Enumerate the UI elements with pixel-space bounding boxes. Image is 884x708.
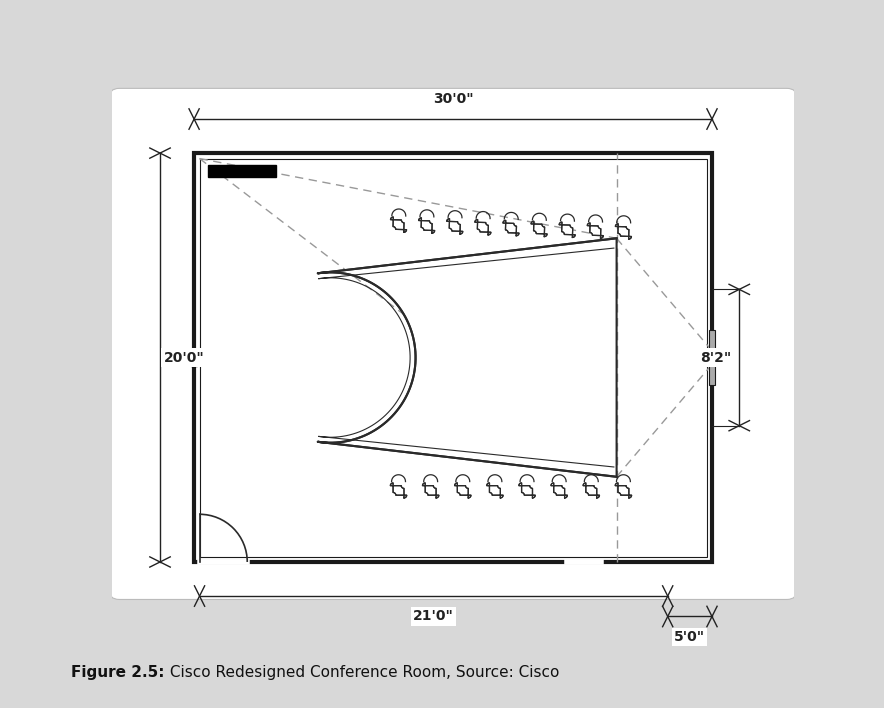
Text: 20'0": 20'0"	[164, 350, 204, 365]
Bar	[709, 330, 715, 385]
Bar	[208, 165, 276, 177]
Polygon shape	[391, 217, 407, 232]
Polygon shape	[615, 224, 631, 239]
Bar	[191, 349, 197, 366]
Bar	[194, 153, 712, 562]
Polygon shape	[317, 239, 617, 476]
Polygon shape	[487, 483, 503, 498]
FancyBboxPatch shape	[109, 88, 797, 600]
Text: 5'0": 5'0"	[674, 630, 705, 644]
Polygon shape	[560, 222, 575, 237]
Text: 21'0": 21'0"	[413, 610, 454, 624]
Polygon shape	[419, 218, 435, 233]
Bar	[200, 159, 706, 556]
Polygon shape	[531, 222, 547, 236]
Text: 8'2": 8'2"	[700, 350, 731, 365]
Text: Figure 2.5:: Figure 2.5:	[71, 665, 164, 680]
Polygon shape	[475, 219, 491, 235]
Polygon shape	[503, 220, 519, 236]
Polygon shape	[454, 483, 471, 498]
Polygon shape	[551, 483, 568, 498]
Polygon shape	[583, 483, 599, 498]
Polygon shape	[423, 483, 438, 498]
Polygon shape	[615, 483, 631, 498]
Polygon shape	[391, 483, 407, 498]
Polygon shape	[446, 219, 463, 234]
Text: Cisco Redesigned Conference Room, Source: Cisco: Cisco Redesigned Conference Room, Source…	[165, 665, 560, 680]
Polygon shape	[519, 483, 535, 498]
Polygon shape	[587, 223, 604, 239]
Text: 30'0": 30'0"	[433, 91, 473, 105]
